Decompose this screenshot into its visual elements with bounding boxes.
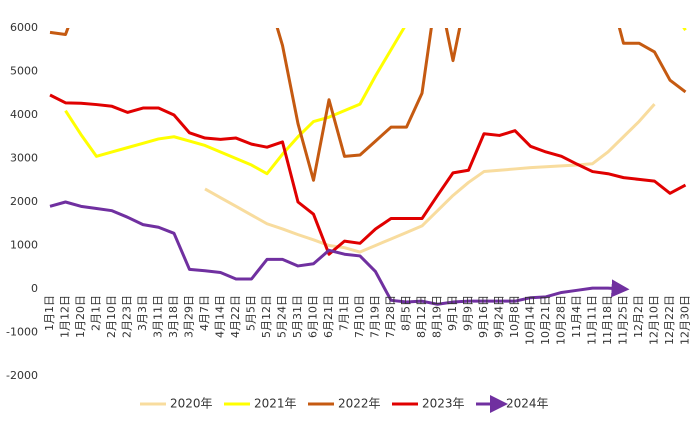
- x-tick-label: 5月12日: [260, 295, 273, 338]
- series-line: [64, 28, 687, 176]
- x-tick-label: 1月20日: [74, 295, 87, 338]
- x-tick-label: 2月1日: [90, 295, 103, 331]
- y-tick-label: 2000: [10, 195, 38, 208]
- x-tick-label: 8月5日: [400, 295, 413, 331]
- y-tick-label: 3000: [10, 152, 38, 165]
- x-tick-label: 12月22日: [663, 295, 676, 345]
- series-line: [49, 93, 687, 256]
- x-tick-label: 4月14日: [214, 295, 227, 338]
- x-tick-label: 3月3日: [136, 295, 149, 331]
- x-tick-label: 11月18日: [601, 295, 614, 345]
- x-tick-label: 7月28日: [384, 295, 397, 338]
- y-tick-label: 6000: [10, 21, 38, 34]
- x-tick-label: 10月8日: [508, 295, 521, 338]
- x-tick-label: 3月18日: [167, 295, 180, 338]
- legend-label: 2021年: [254, 397, 297, 411]
- series-line: [204, 103, 656, 254]
- x-tick-label: 7月10日: [353, 295, 366, 338]
- y-tick-label: -1000: [6, 326, 38, 339]
- x-tick-label: 3月29日: [183, 295, 196, 338]
- x-tick-label: 11月11日: [586, 295, 599, 345]
- plot-area: [49, 28, 687, 306]
- x-tick-label: 1月12日: [59, 295, 72, 338]
- x-tick-label: 11月25日: [617, 295, 630, 345]
- x-tick-label: 7月1日: [338, 295, 351, 331]
- x-tick-label: 10月28日: [555, 295, 568, 345]
- y-tick-label: 5000: [10, 65, 38, 78]
- x-tick-label: 5月24日: [276, 295, 289, 338]
- y-tick-label: 1000: [10, 239, 38, 252]
- x-tick-label: 10月14日: [524, 295, 537, 345]
- series-line: [49, 28, 687, 182]
- legend-label: 2022年: [338, 397, 381, 411]
- x-tick-label: 9月24日: [493, 295, 506, 338]
- x-tick-label: 2月23日: [121, 295, 134, 338]
- x-tick-label: 8月19日: [431, 295, 444, 338]
- legend-label: 2020年: [170, 397, 213, 411]
- y-tick-label: 4000: [10, 108, 38, 121]
- x-tick-label: 3月11日: [152, 295, 165, 338]
- x-tick-label: 12月2日: [632, 295, 645, 338]
- x-tick-label: 4月7日: [198, 295, 211, 331]
- x-tick-label: 9月1日: [446, 295, 459, 331]
- x-tick-label: 12月30日: [679, 295, 692, 345]
- x-tick-label: 5月5日: [245, 295, 258, 331]
- x-tick-label: 10月21日: [539, 295, 552, 345]
- x-tick-label: 9月16日: [477, 295, 490, 338]
- series-line: [49, 200, 630, 306]
- legend-label: 2024年: [506, 397, 549, 411]
- y-tick-label: -2000: [6, 369, 38, 382]
- x-tick-label: 2月10日: [105, 295, 118, 338]
- y-tick-label: 0: [31, 282, 38, 295]
- legend-label: 2023年: [422, 397, 465, 411]
- x-tick-label: 4月22日: [229, 295, 242, 338]
- x-tick-label: 5月31日: [291, 295, 304, 338]
- x-tick-label: 7月19日: [369, 295, 382, 338]
- x-tick-label: 1月1日: [43, 295, 56, 331]
- x-tick-label: 12月10日: [648, 295, 661, 345]
- x-tick-label: 11月4日: [570, 295, 583, 338]
- x-tick-label: 8月12日: [415, 295, 428, 338]
- x-tick-label: 6月10日: [307, 295, 320, 338]
- legend: 2020年 2021年 2022年 2023年 2024年: [140, 395, 549, 413]
- x-tick-label: 9月9日: [462, 295, 475, 331]
- x-tick-label: 6月21日: [322, 295, 335, 338]
